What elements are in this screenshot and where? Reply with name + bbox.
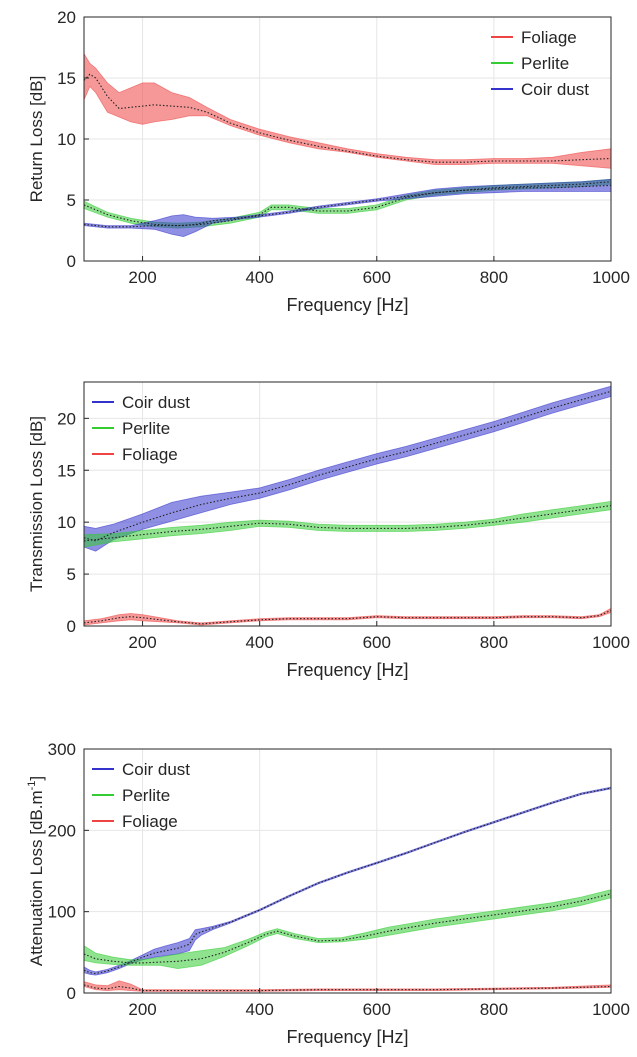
- x-tick-labels: 200 400 600 800 1000: [128, 621, 630, 652]
- legend-label-coir-dust: Coir dust: [122, 393, 190, 412]
- mean-line-coir-dust: [84, 390, 611, 542]
- mean-line-perlite: [84, 893, 611, 964]
- x-tick-label: 200: [128, 268, 156, 287]
- y-tick-labels: 0 100 200 300: [48, 740, 89, 1003]
- y-tick-labels: 0 5 10 15 20: [57, 8, 89, 271]
- x-axis-label: Frequency [Hz]: [286, 295, 408, 315]
- mean-line-perlite: [84, 181, 611, 227]
- legend-label-perlite: Perlite: [122, 419, 170, 438]
- x-tick-label: 600: [363, 268, 391, 287]
- band-perlite: [84, 889, 611, 970]
- x-tick-labels: 200 400 600 800 1000: [128, 988, 630, 1019]
- x-tick-label: 600: [363, 1000, 391, 1019]
- mean-line-coir-dust: [84, 184, 611, 228]
- y-tick-label: 5: [67, 565, 76, 584]
- x-tick-label: 1000: [592, 1000, 630, 1019]
- x-tick-label: 400: [245, 633, 273, 652]
- y-axis-label: Transmission Loss [dB]: [27, 416, 46, 592]
- mean-line-perlite: [84, 505, 611, 542]
- confidence-bands: [84, 385, 611, 626]
- legend-label-perlite: Perlite: [521, 54, 569, 73]
- legend: Foliage Perlite Coir dust: [491, 28, 589, 99]
- x-tick-label: 800: [480, 1000, 508, 1019]
- x-tick-label: 400: [245, 268, 273, 287]
- mean-line-coir-dust: [84, 787, 611, 975]
- y-tick-label: 20: [57, 409, 76, 428]
- x-tick-label: 200: [128, 633, 156, 652]
- legend-label-coir-dust: Coir dust: [122, 760, 190, 779]
- y-tick-labels: 0 5 10 15 20: [57, 409, 89, 636]
- band-coir-dust: [84, 385, 611, 552]
- y-tick-label: 300: [48, 740, 76, 759]
- mean-line-foliage: [84, 73, 611, 163]
- legend-label-foliage: Foliage: [521, 28, 577, 47]
- axes-box: [83, 748, 612, 994]
- y-tick-label: 0: [67, 617, 76, 636]
- x-axis-label: Frequency [Hz]: [286, 1027, 408, 1047]
- x-tick-labels: 200 400 600 800 1000: [128, 256, 630, 287]
- y-tick-label: 0: [67, 252, 76, 271]
- return-loss-chart: 200 400 600 800 1000 0 5 10 15 20 Frequency [Hz]…: [27, 8, 630, 315]
- axes-box: [83, 381, 612, 627]
- y-axis-label-superscript: -1: [26, 781, 38, 791]
- confidence-bands: [84, 52, 611, 238]
- x-tick-label: 200: [128, 1000, 156, 1019]
- x-tick-label: 400: [245, 1000, 273, 1019]
- y-tick-label: 10: [57, 513, 76, 532]
- legend: Coir dust Perlite Foliage: [92, 760, 190, 831]
- mean-lines: [84, 390, 611, 625]
- band-foliage: [84, 52, 611, 169]
- mean-line-foliage: [84, 609, 611, 625]
- attenuation-loss-chart: 200 400 600 800 1000 0 100 200 300 Frequency [H…: [26, 740, 630, 1047]
- y-tick-label: 10: [57, 130, 76, 149]
- y-axis-label-tail: ]: [27, 776, 46, 781]
- y-tick-label: 100: [48, 903, 76, 922]
- band-foliage: [84, 607, 611, 626]
- legend-label-coir-dust: Coir dust: [521, 80, 589, 99]
- mean-lines: [84, 73, 611, 228]
- y-tick-label: 15: [57, 69, 76, 88]
- x-tick-label: 800: [480, 633, 508, 652]
- x-tick-label: 1000: [592, 268, 630, 287]
- y-tick-label: 15: [57, 461, 76, 480]
- band-coir-dust: [84, 178, 611, 238]
- x-tick-label: 800: [480, 268, 508, 287]
- legend-label-perlite: Perlite: [122, 786, 170, 805]
- x-tick-label: 1000: [592, 633, 630, 652]
- x-axis-label: Frequency [Hz]: [286, 660, 408, 680]
- legend-label-foliage: Foliage: [122, 445, 178, 464]
- y-tick-label: 5: [67, 191, 76, 210]
- y-axis-label: Attenuation Loss [dB.m-1]: [26, 776, 46, 966]
- mean-lines: [84, 787, 611, 992]
- y-axis-label: Return Loss [dB]: [27, 76, 46, 203]
- y-axis-label-main: Attenuation Loss [dB.m: [27, 790, 46, 966]
- y-tick-label: 20: [57, 8, 76, 27]
- legend: Coir dust Perlite Foliage: [92, 393, 190, 464]
- x-tick-label: 600: [363, 633, 391, 652]
- legend-label-foliage: Foliage: [122, 812, 178, 831]
- y-tick-label: 200: [48, 821, 76, 840]
- y-tick-label: 0: [67, 984, 76, 1003]
- band-perlite: [84, 500, 611, 548]
- transmission-loss-chart: 200 400 600 800 1000 0 5 10 15 20 Frequency [Hz]…: [27, 381, 630, 680]
